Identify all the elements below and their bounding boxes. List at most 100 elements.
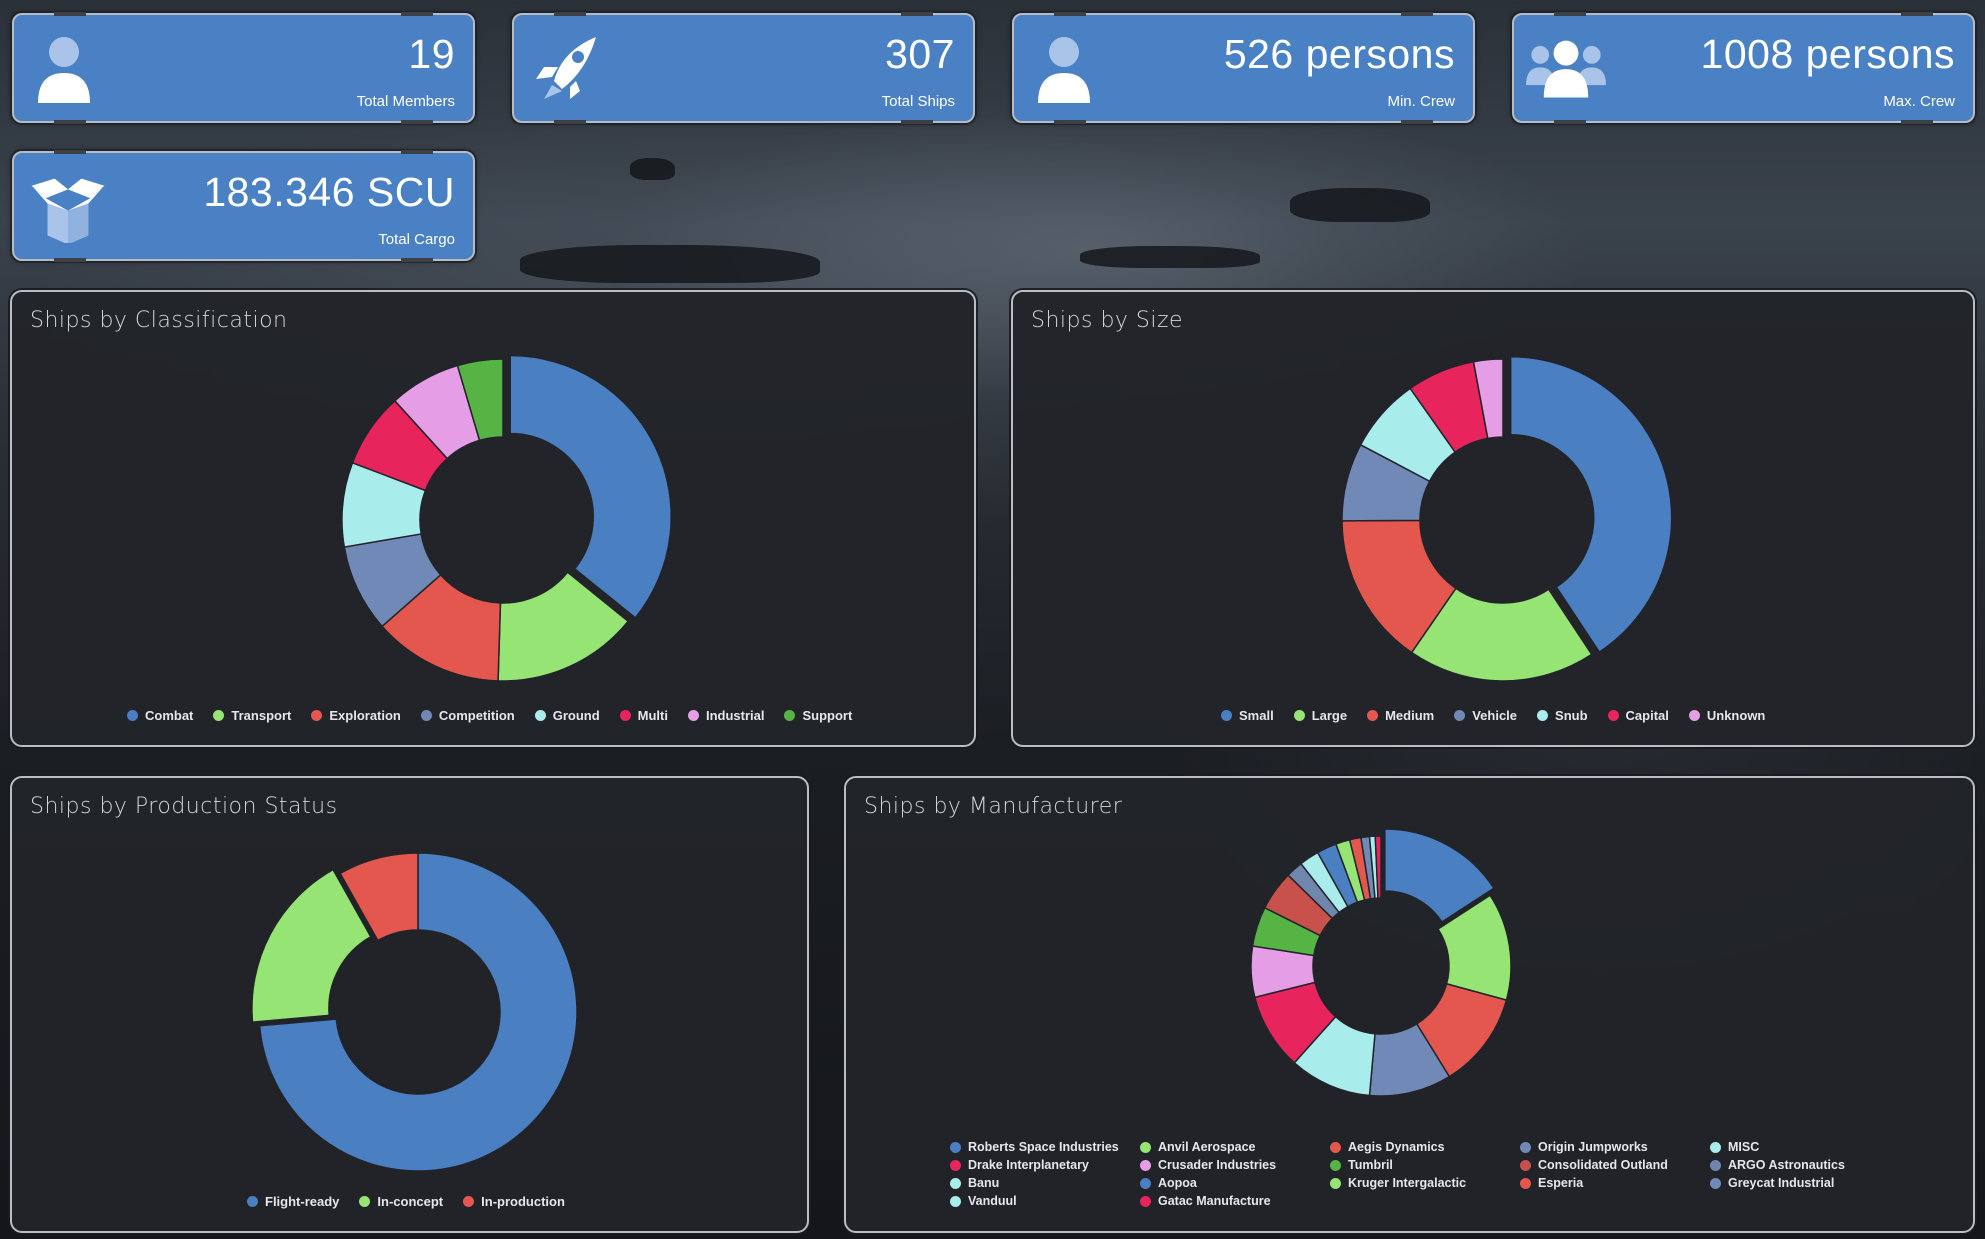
legend-item[interactable]: Flight-ready	[247, 1194, 339, 1209]
legend-dot	[1140, 1177, 1151, 1189]
donut-slice-small[interactable]	[1509, 355, 1673, 654]
legend-item[interactable]: Gatac Manufacture	[1140, 1194, 1330, 1208]
legend-dot	[950, 1195, 961, 1207]
stat-card-min-crew: 526 persons Min. Crew	[1012, 12, 1475, 124]
legend-label: Snub	[1555, 708, 1588, 723]
chart-legend: Combat Transport Exploration Competition Gro…	[127, 708, 852, 723]
legend-dot	[950, 1141, 961, 1153]
legend-item[interactable]: Banu	[950, 1176, 1140, 1190]
legend-dot	[1537, 710, 1549, 721]
legend-item[interactable]: Kruger Intergalactic	[1330, 1176, 1520, 1190]
legend-label: Small	[1239, 708, 1274, 723]
legend-dot	[1710, 1159, 1721, 1171]
legend-item[interactable]: Snub	[1537, 708, 1588, 723]
chart-legend: Roberts Space Industries Anvil Aerospace A…	[950, 1140, 1870, 1208]
background-ship	[1290, 188, 1430, 222]
legend-item[interactable]: MISC	[1710, 1140, 1870, 1154]
stat-card-total-cargo: 183.346 SCU Total Cargo	[12, 150, 475, 262]
legend-dot	[420, 710, 432, 721]
donut-slice-roberts-space-industries[interactable]	[1384, 828, 1495, 924]
donut-slice-flight-ready[interactable]	[258, 852, 578, 1172]
panel-title: Ships by Classification	[30, 308, 288, 333]
legend-dot	[1140, 1195, 1151, 1207]
legend-dot	[1688, 710, 1700, 721]
legend-label: ARGO Astronautics	[1728, 1158, 1845, 1172]
legend-item[interactable]: Tumbril	[1330, 1158, 1520, 1172]
stat-label: Total Members	[356, 93, 455, 110]
legend-label: Gatac Manufacture	[1158, 1194, 1271, 1208]
legend-dot	[619, 710, 631, 721]
legend-label: Flight-ready	[265, 1194, 340, 1209]
stat-label: Total Cargo	[378, 231, 455, 248]
legend-dot	[1710, 1177, 1721, 1189]
legend-item[interactable]: Aopoa	[1140, 1176, 1330, 1190]
legend-item[interactable]: Large	[1293, 708, 1347, 723]
person-icon	[38, 37, 90, 103]
legend-dot	[687, 710, 699, 721]
stat-card-total-ships: 307 Total Ships	[512, 12, 975, 124]
legend-dot	[950, 1159, 961, 1171]
legend-label: Greycat Industrial	[1728, 1176, 1835, 1190]
legend-item[interactable]: Crusader Industries	[1140, 1158, 1330, 1172]
group-icon	[1526, 40, 1606, 98]
legend-item[interactable]: Vehicle	[1454, 708, 1517, 723]
legend-label: Ground	[552, 708, 600, 723]
legend-item[interactable]: Combat	[127, 708, 193, 723]
legend-item[interactable]: In-concept	[359, 1194, 443, 1209]
legend-item[interactable]: ARGO Astronautics	[1710, 1158, 1870, 1172]
legend-item[interactable]: Industrial	[687, 708, 765, 723]
legend-item[interactable]: Exploration	[311, 708, 401, 723]
legend-label: Medium	[1385, 708, 1435, 723]
legend-label: Multi	[637, 708, 668, 723]
stat-label: Min. Crew	[1387, 93, 1455, 110]
donut-slice-gatac-manufacture[interactable]	[1374, 835, 1382, 899]
legend-item[interactable]: Greycat Industrial	[1710, 1176, 1870, 1190]
legend-item[interactable]: Vanduul	[950, 1194, 1140, 1208]
legend-item[interactable]: Aegis Dynamics	[1330, 1140, 1520, 1154]
legend-label: Industrial	[705, 708, 765, 723]
legend-dot	[1140, 1141, 1151, 1153]
legend-item[interactable]: Ground	[534, 708, 600, 723]
legend-item[interactable]: Support	[784, 708, 852, 723]
legend-dot	[359, 1196, 371, 1207]
legend-dot	[311, 710, 323, 721]
donut-slice-large[interactable]	[1410, 587, 1593, 682]
stat-value: 19	[408, 31, 455, 77]
legend-item[interactable]: Consolidated Outland	[1520, 1158, 1710, 1172]
donut-slice-in-production[interactable]	[339, 852, 419, 942]
legend-dot	[1293, 710, 1305, 721]
legend-item[interactable]: Esperia	[1520, 1176, 1710, 1190]
legend-dot	[1520, 1159, 1531, 1171]
legend-item[interactable]: Unknown	[1688, 708, 1765, 723]
donut-chart-size	[1341, 355, 1673, 682]
legend-item[interactable]: Capital	[1607, 708, 1669, 723]
donut-slice-support[interactable]	[456, 358, 504, 442]
donut-slice-unknown[interactable]	[1472, 358, 1504, 440]
legend-item[interactable]: Medium	[1367, 708, 1434, 723]
legend-item[interactable]: Roberts Space Industries	[950, 1140, 1140, 1154]
legend-item[interactable]: Anvil Aerospace	[1140, 1140, 1330, 1154]
legend-item[interactable]: Competition	[420, 708, 515, 723]
stat-card-total-members: 19 Total Members	[12, 12, 475, 124]
donut-slice-in-concept[interactable]	[251, 868, 372, 1023]
legend-item[interactable]: In-production	[463, 1194, 565, 1209]
legend-item[interactable]: Transport	[213, 708, 291, 723]
panel-ships-by-size: Ships by Size Small Large Medium Vehicle Snu…	[1011, 290, 1975, 747]
legend-label: Tumbril	[1348, 1158, 1393, 1172]
donut-slice-combat[interactable]	[509, 354, 672, 619]
legend-label: Aegis Dynamics	[1348, 1140, 1445, 1154]
legend-item[interactable]: Small	[1221, 708, 1274, 723]
legend-dot	[1140, 1159, 1151, 1171]
legend-label: Combat	[145, 708, 194, 723]
legend-label: MISC	[1728, 1140, 1760, 1154]
legend-dot	[1454, 710, 1466, 721]
legend-item[interactable]: Origin Jumpworks	[1520, 1140, 1710, 1154]
donut-chart-production-status	[251, 852, 578, 1172]
stat-value: 1008 persons	[1700, 31, 1955, 77]
legend-dot	[1330, 1159, 1341, 1171]
legend-label: Competition	[438, 708, 515, 723]
legend-dot	[1330, 1177, 1341, 1189]
legend-item[interactable]: Multi	[619, 708, 668, 723]
legend-item[interactable]: Drake Interplanetary	[950, 1158, 1140, 1172]
stat-card-max-crew: 1008 persons Max. Crew	[1512, 12, 1975, 124]
